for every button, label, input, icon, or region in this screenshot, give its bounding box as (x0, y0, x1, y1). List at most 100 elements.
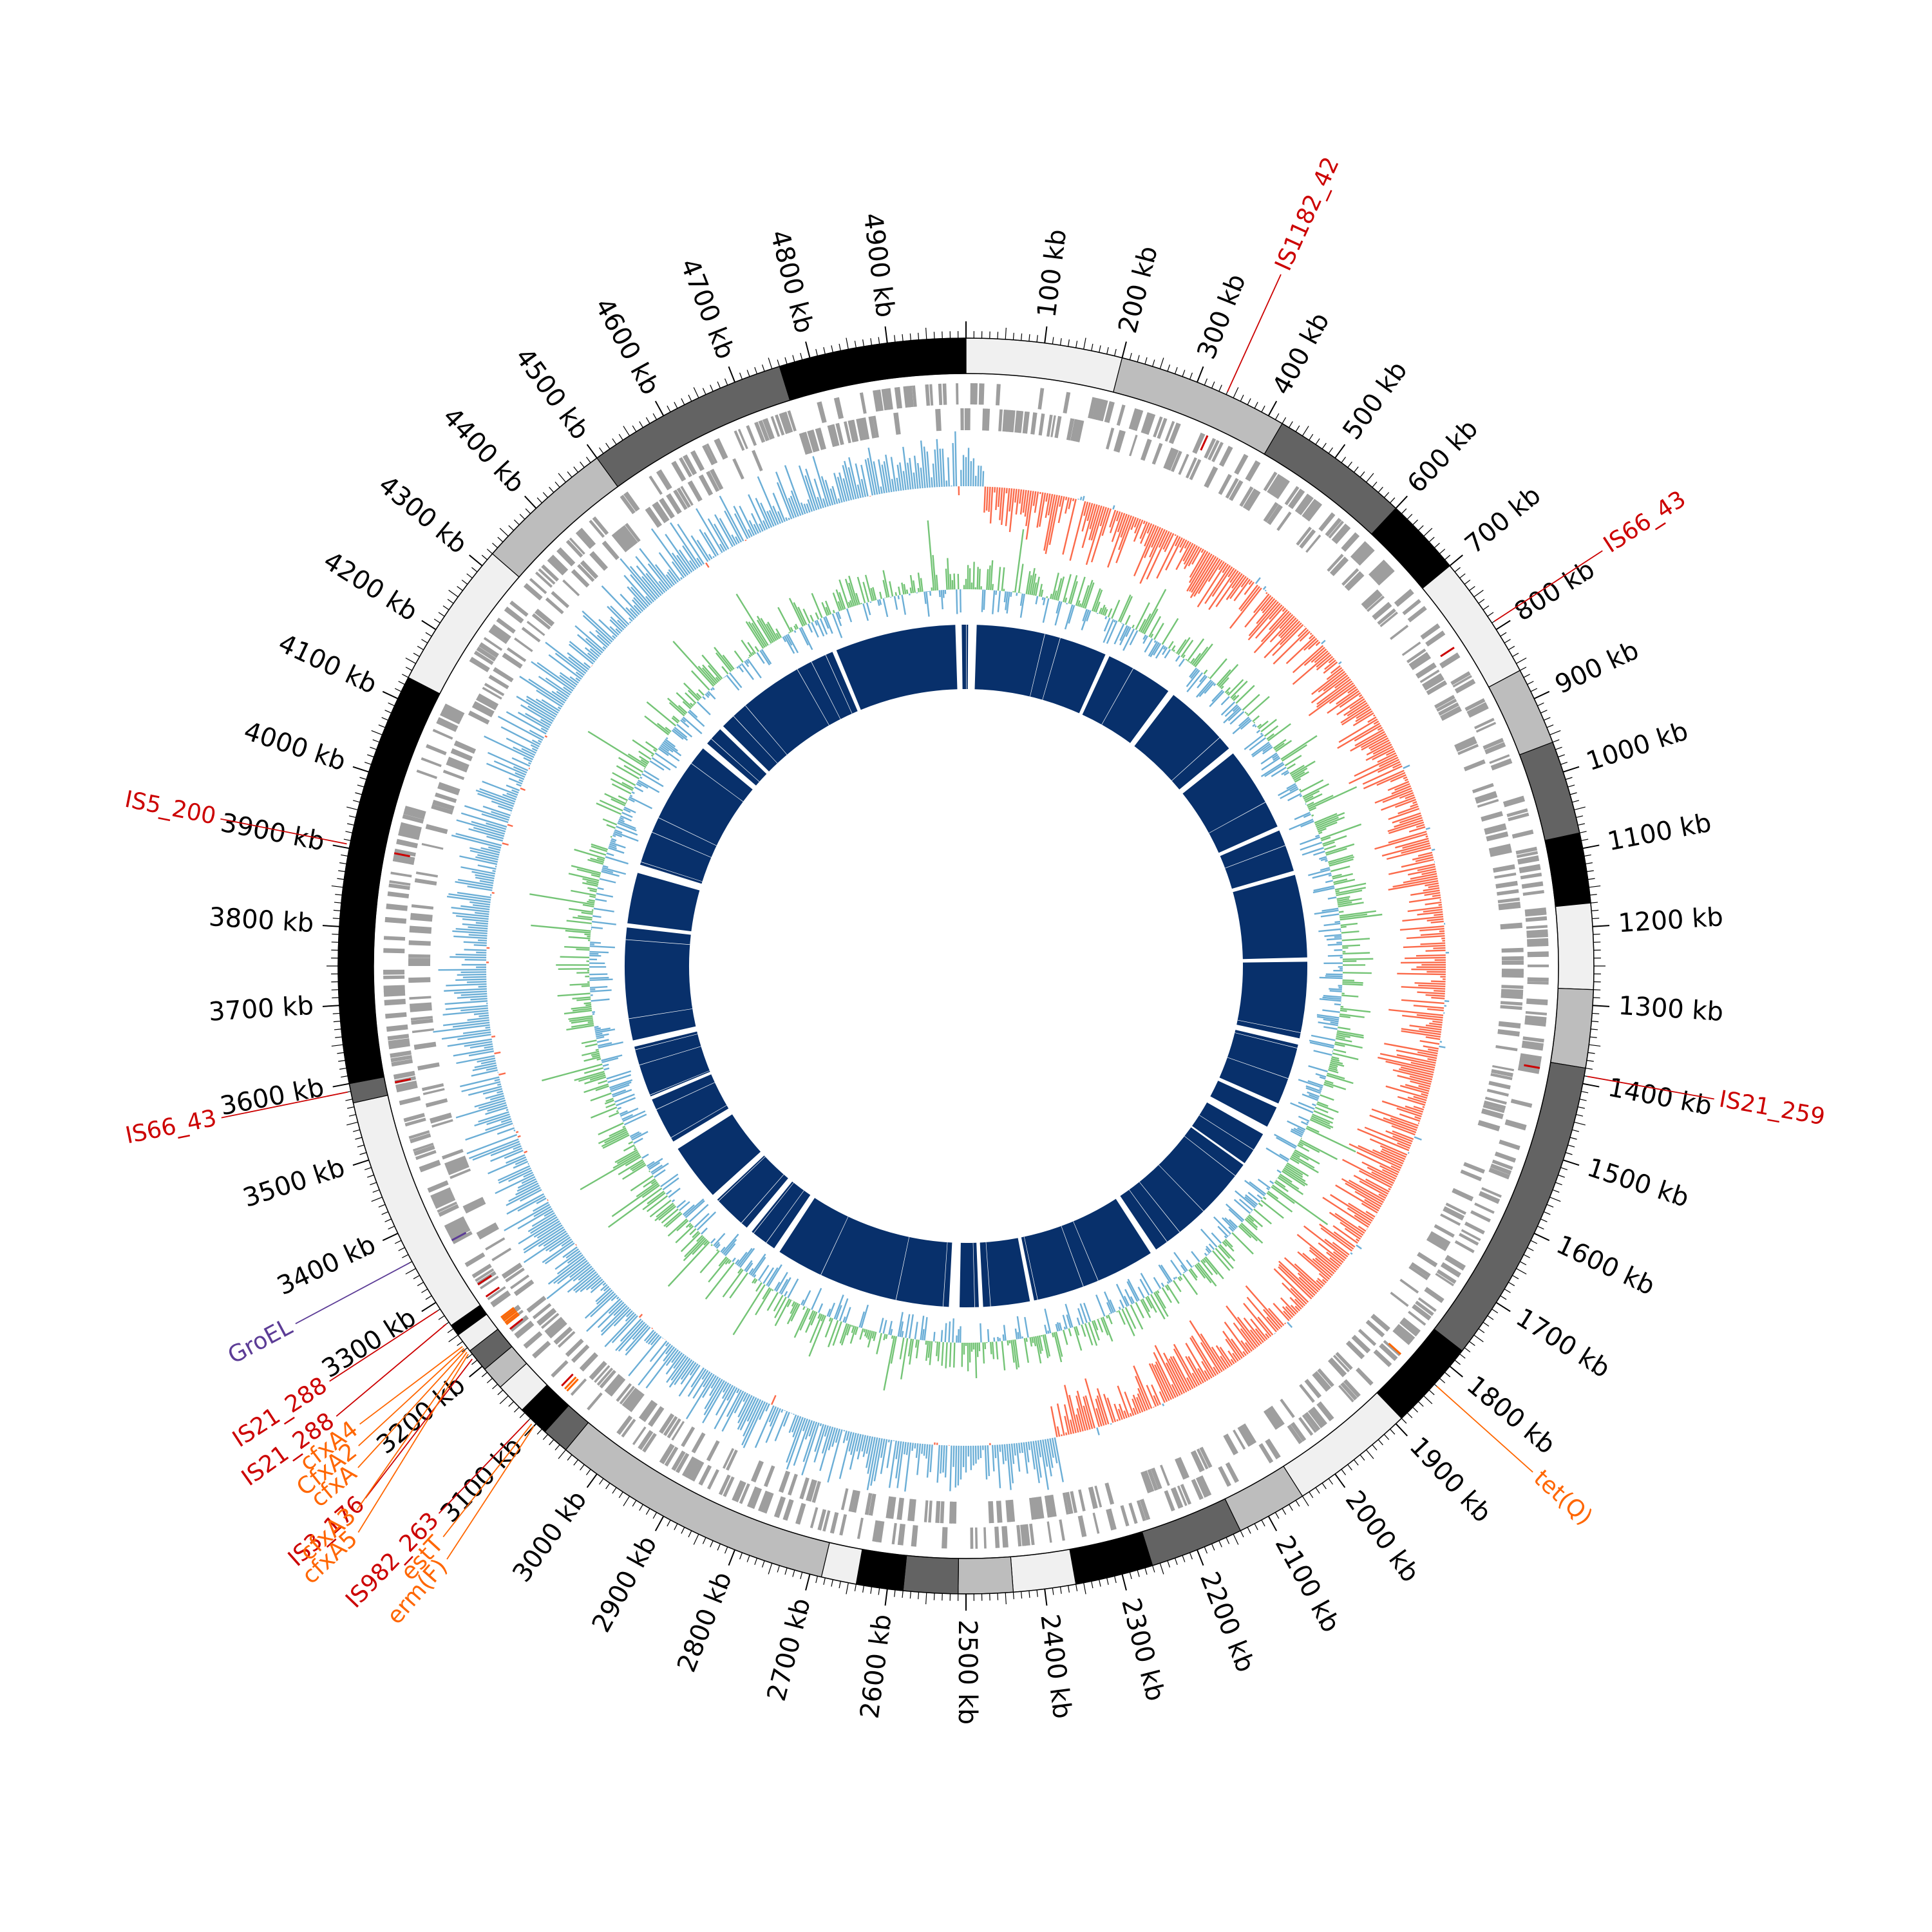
gene-block (565, 1338, 584, 1357)
core-genome-gap (797, 669, 829, 726)
scale-tick (1508, 645, 1515, 650)
scale-tick (1196, 366, 1204, 383)
scale-tick (1495, 620, 1511, 630)
scale-tick (1591, 1021, 1599, 1023)
scale-tick (1028, 334, 1030, 341)
scale-label: 4400 kb (437, 402, 530, 498)
scale-tick (1591, 902, 1598, 904)
gene-block (1092, 1512, 1100, 1534)
core-genome-gap (811, 661, 841, 719)
gene-block (1415, 1300, 1434, 1316)
gene-block (1520, 1053, 1542, 1061)
gene-block (680, 486, 694, 506)
gene-block (425, 1098, 448, 1108)
gene-block (856, 418, 866, 441)
gene-block (596, 1367, 614, 1386)
gene-block (996, 1501, 1003, 1523)
scale-tick (1523, 1254, 1530, 1258)
scale-tick (1537, 1226, 1544, 1230)
gene-block (1332, 1354, 1350, 1372)
gene-block (1077, 1515, 1087, 1537)
scale-tick (623, 426, 630, 437)
scale-tick (1247, 1527, 1251, 1534)
scale-tick (438, 612, 445, 617)
contig-segment (958, 1556, 1014, 1595)
gene-block (671, 1421, 685, 1441)
gene-block (1521, 881, 1544, 889)
gene-block (1464, 698, 1486, 712)
gene-block (833, 397, 844, 419)
core-genome-gap (1030, 634, 1045, 697)
gene-block (447, 1162, 469, 1175)
scale-tick (1589, 885, 1601, 888)
scale-tick (623, 1495, 630, 1506)
scale-tick (352, 1159, 370, 1166)
core-genome-gap (753, 1182, 794, 1234)
gene-block (940, 1501, 945, 1524)
scale-tick (1274, 413, 1280, 420)
gene-block (763, 1465, 775, 1488)
scale-tick (1240, 394, 1244, 402)
gene-block (1258, 1443, 1274, 1464)
scale-tick (1417, 1401, 1424, 1407)
gene-block (1454, 736, 1477, 750)
scale-label: 3000 kb (507, 1485, 592, 1587)
scale-tick (1565, 777, 1573, 780)
scale-tick (768, 1563, 773, 1575)
gene-block (1417, 1252, 1438, 1267)
gene-block (1490, 1163, 1512, 1175)
gene-block (642, 1432, 657, 1453)
gene-block (1370, 1313, 1390, 1332)
scale-tick (1584, 854, 1591, 857)
gene-block (1151, 442, 1163, 465)
scale-tick (1309, 1492, 1314, 1499)
gene-block (409, 928, 431, 934)
gene-block (577, 564, 595, 582)
scale-tick (394, 1240, 402, 1244)
gene-block (935, 1501, 941, 1524)
gene-block (623, 491, 640, 512)
gene-block (437, 783, 460, 795)
scale-tick (519, 1412, 526, 1418)
gene-block (1263, 502, 1279, 523)
scale-tick (815, 1576, 818, 1584)
feature-marker (1524, 1064, 1540, 1069)
scale-tick (1121, 341, 1127, 358)
scale-label: 3500 kb (240, 1153, 348, 1213)
gene-block (1204, 438, 1217, 459)
gene-block (450, 1168, 471, 1179)
gene-block (648, 1406, 665, 1427)
gene-block (412, 1142, 434, 1152)
gene-block (795, 1502, 806, 1525)
gene-block (408, 958, 431, 962)
scale-tick (364, 1167, 372, 1171)
scale-tick (497, 536, 504, 542)
gene-block (996, 384, 1001, 406)
gene-block (513, 1279, 535, 1296)
gene-block (974, 383, 978, 405)
gene-block (505, 1267, 525, 1283)
gene-block (444, 1216, 465, 1229)
gene-block (975, 1527, 978, 1549)
gene-block (1481, 811, 1503, 822)
scale-tick (688, 1530, 692, 1538)
scale-tick (728, 1549, 736, 1566)
scale-tick (1189, 1552, 1193, 1560)
gene-block (848, 419, 858, 442)
scale-label: 3800 kb (208, 902, 315, 938)
scale-tick (1578, 823, 1586, 826)
gene-block (1516, 851, 1539, 858)
gene-block (1338, 1385, 1354, 1403)
gene-block (1402, 599, 1421, 616)
scale-tick (605, 442, 611, 450)
feature-leader-line (1436, 1386, 1533, 1473)
gene-block (1390, 1291, 1409, 1307)
gene-block (551, 1359, 569, 1378)
scale-tick (1137, 1569, 1140, 1577)
scale-tick (1593, 1005, 1610, 1007)
gene-block (432, 1191, 454, 1205)
contig-ring (337, 337, 1595, 1595)
scale-tick (346, 1106, 354, 1109)
gene-block (876, 389, 884, 412)
scale-tick (1378, 486, 1383, 493)
